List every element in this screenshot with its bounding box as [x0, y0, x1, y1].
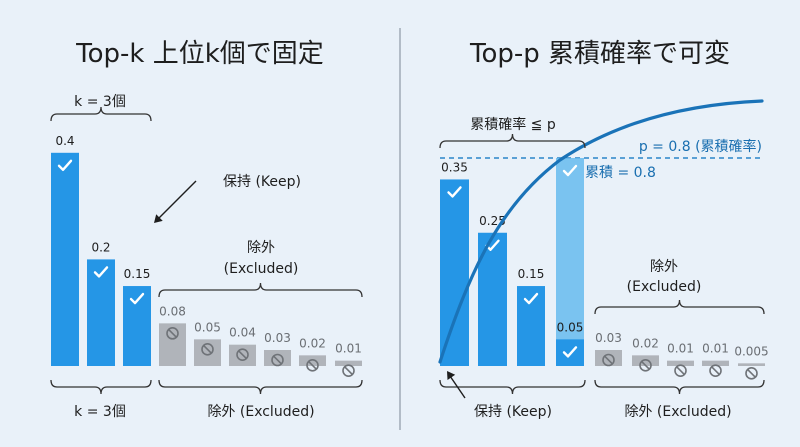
bar-value-label: 0.35	[441, 160, 468, 174]
bar-value-label: 0.005	[734, 344, 768, 358]
bar-value-label: 0.15	[124, 267, 151, 281]
excluded-icon-slash	[641, 360, 650, 370]
excluded-icon-slash	[747, 368, 756, 378]
bar	[123, 286, 151, 366]
excluded-icon-slash	[308, 360, 317, 370]
check-icon	[562, 346, 578, 358]
excluded-icon	[602, 353, 615, 367]
bar-value-label: 0.01	[667, 342, 694, 356]
bar	[440, 179, 469, 366]
brace	[158, 282, 363, 298]
bar	[87, 259, 115, 366]
left-title: Top-k 上位k個で固定	[75, 39, 324, 69]
brace	[439, 133, 586, 149]
excluded-icon	[709, 364, 722, 377]
cumulative-curve	[438, 99, 764, 364]
bar-value-label: 0.05	[194, 320, 221, 334]
excluded-icon-slash	[273, 355, 282, 365]
brace	[158, 379, 363, 395]
keep-arrow	[158, 180, 197, 219]
keep-annotation: 保持 (Keep)	[223, 174, 301, 190]
top-k-brace-label: k = 3個	[74, 94, 126, 110]
excluded-icon	[342, 364, 355, 377]
check-icon	[523, 292, 539, 305]
brace	[50, 379, 152, 395]
excluded-label-line2: (Excluded)	[627, 279, 702, 295]
check-icon	[562, 164, 578, 177]
excluded-icon	[306, 359, 319, 372]
excluded-label-line2: (Excluded)	[224, 261, 299, 277]
bar-value-label: 0.05	[557, 320, 584, 334]
excluded-icon	[745, 367, 758, 380]
bar-value-label: 0.02	[632, 336, 659, 350]
excluded-icon-slash	[344, 366, 353, 376]
excluded-icon-slash	[711, 366, 720, 376]
bar	[264, 350, 291, 366]
excluded-icon	[166, 327, 179, 340]
bar	[159, 323, 186, 366]
arrow-head	[447, 371, 456, 380]
brace	[594, 379, 765, 395]
bottom-kept-label: 保持 (Keep)	[474, 404, 552, 420]
bar-value-label: 0.01	[702, 342, 729, 356]
excluded-icon-slash	[238, 350, 247, 360]
excluded-icon	[236, 348, 249, 361]
brace	[50, 106, 152, 122]
bar-value-label: 0.15	[518, 267, 545, 281]
bar-value-label: 0.04	[229, 326, 256, 340]
bar-value-label: 0.02	[299, 336, 326, 350]
bar-value-label: 0.08	[159, 304, 186, 318]
bar	[667, 360, 694, 366]
bar	[335, 360, 362, 366]
excluded-label-line1: 除外	[650, 259, 678, 275]
excluded-icon-slash	[676, 366, 685, 376]
bar	[595, 350, 622, 366]
brace	[594, 299, 765, 315]
keep-arrow	[449, 375, 466, 399]
excluded-label-line1: 除外	[247, 240, 275, 256]
check-icon	[57, 159, 73, 171]
excluded-icon-slash	[604, 355, 613, 365]
excluded-icon	[674, 364, 687, 377]
bar	[299, 355, 326, 366]
boundary-bar-span	[556, 158, 584, 366]
bottom-excluded-label: 除外 (Excluded)	[207, 404, 314, 420]
bar	[738, 363, 765, 366]
excluded-icon	[201, 343, 214, 356]
bar-value-label: 0.01	[335, 342, 362, 356]
top-p-brace-label: 累積確率 ≦ p	[470, 116, 556, 133]
threshold-label: p = 0.8 (累積確率)	[639, 138, 762, 155]
check-icon	[447, 186, 462, 198]
bar-value-label: 0.4	[55, 134, 74, 148]
arrow-head	[154, 214, 163, 223]
excluded-icon	[639, 359, 652, 372]
right-title: Top-p 累積確率で可変	[469, 39, 730, 69]
bottom-excluded-label: 除外 (Excluded)	[624, 404, 731, 420]
excluded-icon-slash	[168, 328, 177, 338]
bar-value-label: 0.03	[595, 331, 622, 345]
check-icon	[129, 292, 145, 305]
check-icon	[93, 266, 109, 278]
bar	[702, 360, 729, 366]
excluded-icon-slash	[203, 344, 212, 354]
bar	[632, 355, 659, 366]
bar-value-label: 0.2	[91, 240, 110, 254]
bar-value-label: 0.03	[264, 331, 291, 345]
excluded-icon	[271, 353, 284, 367]
brace	[439, 379, 586, 395]
bar	[51, 152, 79, 366]
bar	[517, 286, 545, 366]
bottom-kept-label: k = 3個	[74, 404, 126, 420]
cumulative-label: 累積 = 0.8	[585, 165, 656, 181]
